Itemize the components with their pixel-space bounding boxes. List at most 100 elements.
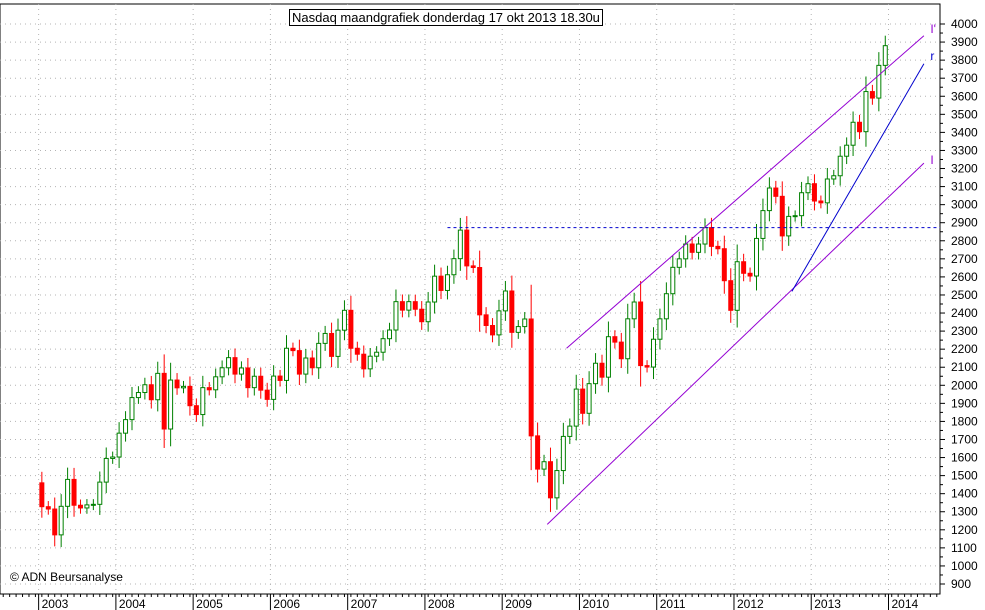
candle-up	[393, 301, 399, 331]
channel-bottom-line	[546, 162, 925, 525]
y-tick-label: 3200	[951, 162, 978, 176]
candle-up	[631, 301, 637, 320]
candle-down	[277, 375, 283, 381]
candle-down	[296, 350, 302, 375]
candle-up	[155, 372, 161, 401]
y-tick-label: 3100	[951, 180, 978, 194]
y-tick-label: 1600	[951, 451, 978, 465]
candle-up	[406, 301, 412, 311]
candle-down	[612, 336, 618, 343]
candle-down	[361, 353, 367, 370]
candle-up	[451, 258, 457, 276]
y-tick-label: 2500	[951, 288, 978, 302]
candle-down	[45, 506, 51, 510]
candle-up	[58, 505, 64, 536]
x-tick-label: 2014	[891, 597, 918, 610]
candle-up	[200, 387, 206, 416]
y-tick-label: 3300	[951, 143, 978, 157]
y-tick-label: 2100	[951, 360, 978, 374]
candle-up	[316, 342, 322, 369]
candle-down	[71, 478, 77, 506]
candle-down	[857, 121, 863, 133]
candle-down	[721, 248, 727, 282]
candle-down	[419, 308, 425, 323]
candle-up	[90, 503, 96, 506]
candle-down	[354, 347, 360, 355]
candle-up	[824, 178, 830, 204]
candle-up	[213, 376, 219, 391]
candle-up	[129, 397, 135, 421]
candle-up	[322, 332, 328, 344]
candle-down	[689, 243, 695, 253]
candle-up	[496, 310, 502, 336]
copyright-label: © ADN Beursanalyse	[10, 570, 123, 584]
candle-up	[850, 121, 856, 146]
x-tick-label: 2005	[196, 597, 223, 610]
candle-up	[271, 375, 277, 400]
candle-up	[432, 275, 438, 303]
candle-up	[335, 329, 341, 357]
candle-down	[535, 435, 541, 470]
candle-up	[876, 64, 882, 99]
candle-up	[284, 347, 290, 381]
candle-down	[245, 367, 251, 389]
x-tick-label: 2009	[505, 597, 532, 610]
candle-up	[522, 318, 528, 328]
candle-up	[676, 258, 682, 268]
candle-up	[110, 456, 116, 459]
candle-up	[541, 461, 547, 470]
y-tick-label: 3000	[951, 198, 978, 212]
y-tick-label: 1800	[951, 414, 978, 428]
candle-down	[773, 187, 779, 197]
candle-up	[380, 338, 386, 353]
y-tick-label: 1300	[951, 505, 978, 519]
candle-up	[65, 478, 71, 507]
candle-up	[387, 329, 393, 340]
candle-up	[837, 155, 843, 177]
candle-up	[573, 388, 579, 427]
x-tick-label: 2007	[351, 597, 378, 610]
candle-down	[309, 357, 315, 369]
candle-down	[264, 389, 270, 400]
candle-down	[193, 405, 199, 416]
candle-down	[580, 388, 586, 414]
y-tick-label: 2700	[951, 252, 978, 266]
trendline-r	[791, 63, 925, 292]
candle-down	[811, 183, 817, 202]
candle-up	[560, 435, 566, 472]
candle-down	[399, 301, 405, 311]
candle-down	[483, 314, 489, 326]
candle-up	[670, 266, 676, 295]
candle-down	[258, 375, 264, 391]
candle-up	[863, 91, 869, 133]
candle-down	[148, 384, 154, 401]
candle-up	[792, 215, 798, 218]
candle-down	[728, 280, 734, 311]
candle-up	[702, 227, 708, 245]
candle-down	[708, 227, 714, 247]
candle-down	[477, 267, 483, 316]
candle-up	[374, 351, 380, 357]
y-tick-label: 2600	[951, 270, 978, 284]
candle-down	[747, 272, 753, 277]
candle-down	[638, 301, 644, 367]
candle-up	[238, 367, 244, 375]
y-tick-label: 900	[951, 577, 971, 591]
candle-up	[341, 309, 347, 331]
x-tick-label: 2013	[814, 597, 841, 610]
candle-up	[425, 301, 431, 323]
candle-down	[232, 357, 238, 375]
candle-up	[251, 375, 257, 389]
y-tick-label: 1700	[951, 432, 978, 446]
candle-down	[412, 301, 418, 310]
candle-down	[599, 362, 605, 378]
candle-up	[180, 385, 186, 389]
candle-up	[116, 432, 122, 458]
candle-down	[644, 365, 650, 368]
candle-down	[464, 229, 470, 267]
candle-down	[818, 200, 824, 204]
y-tick-label: 1400	[951, 487, 978, 501]
candle-up	[663, 293, 669, 320]
candle-up	[683, 243, 689, 260]
